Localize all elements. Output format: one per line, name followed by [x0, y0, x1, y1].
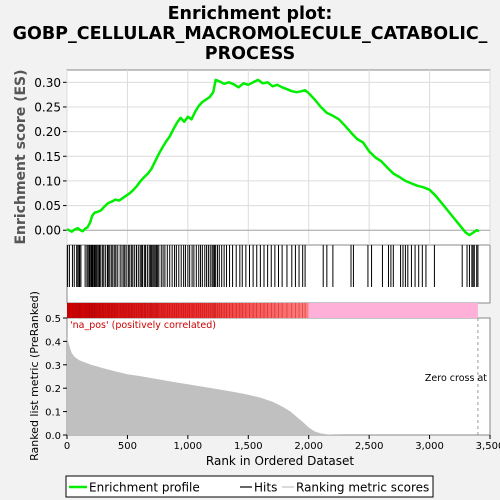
metric-y-tick-label: 0.2	[45, 384, 61, 395]
es-y-tick-label: 0.00	[34, 224, 61, 238]
metric-y-tick-label: 0.4	[45, 337, 61, 348]
enrichment-profile-line	[66, 78, 480, 237]
metric-y-tick-label: 0.1	[45, 408, 61, 419]
es-panel-background	[66, 69, 491, 246]
legend: Enrichment profile Hits Ranking metric sco…	[65, 475, 434, 498]
es-y-tick-label: 0.15	[34, 150, 61, 164]
x-axis-label: Rank in Ordered Dataset	[206, 454, 354, 468]
x-tick-label: 2,000	[294, 441, 323, 452]
es-y-tick-label: 0.30	[34, 76, 61, 90]
zero-cross-label: Zero cross at	[425, 373, 487, 384]
x-tick-label: 500	[118, 441, 137, 452]
x-tick-label: 1,500	[234, 441, 263, 452]
es-y-tick-label: 0.20	[34, 125, 61, 139]
metric-y-tick-label: 0.3	[45, 361, 61, 372]
x-tick-label: 2,500	[355, 441, 384, 452]
es-y-tick-label: 0.25	[34, 100, 61, 114]
color-bar-label: 'na_pos' (positively correlated)	[70, 320, 216, 331]
x-tick-label: 3,000	[415, 441, 444, 452]
es-y-axis-label: Enrichment score (ES)	[13, 69, 29, 244]
color-bar-negative	[308, 303, 478, 318]
legend-label: Hits	[254, 481, 277, 495]
ranking-metric-area	[67, 336, 478, 435]
metric-y-axis-label: Ranked list metric (PreRanked)	[28, 291, 41, 461]
es-y-tick-label: 0.10	[34, 174, 61, 188]
chart-title-line: GOBP_CELLULAR_MACROMOLECULE_CATABOLIC_	[13, 24, 488, 44]
chart-title-line: Enrichment plot:	[168, 4, 333, 24]
chart-title-line: PROCESS	[205, 44, 295, 64]
x-tick-label: 1,000	[174, 441, 203, 452]
legend-label: Ranking metric scores	[296, 481, 429, 495]
metric-y-tick-label: 0.0	[45, 431, 61, 442]
x-tick-label: 0	[64, 441, 70, 452]
es-y-tick-label: 0.05	[34, 199, 61, 213]
x-tick-label: 3,500	[476, 441, 500, 452]
metric-y-tick-label: 0.5	[45, 314, 61, 325]
legend-label: Enrichment profile	[89, 481, 200, 495]
